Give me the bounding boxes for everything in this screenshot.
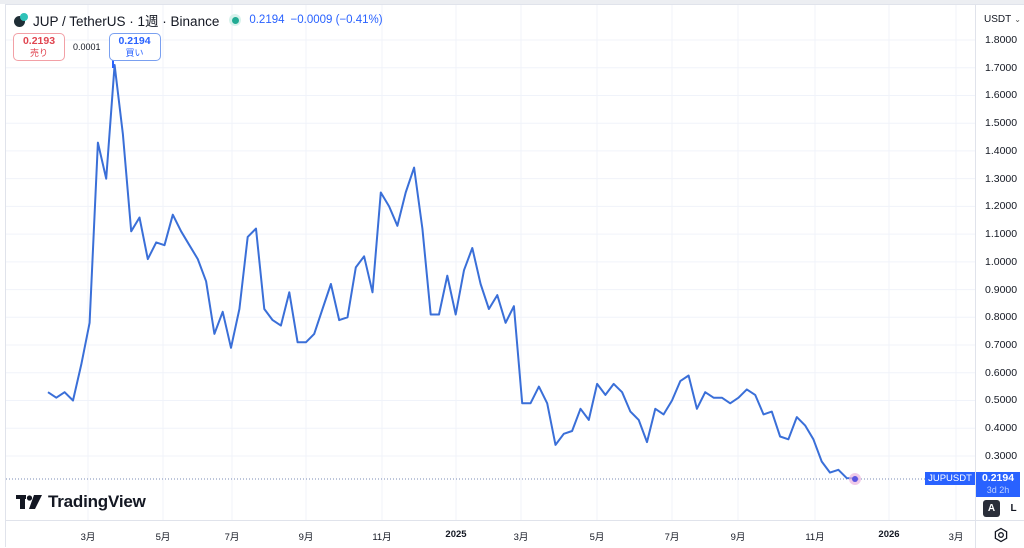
price-tick-label: 1.0000 (985, 255, 1018, 268)
price-tick-label: 0.4000 (985, 422, 1018, 435)
current-price-tag: 0.2194 3d 2h (976, 472, 1020, 497)
price-tick-label: 1.7000 (985, 61, 1018, 74)
sell-price: 0.2193 (22, 35, 56, 47)
time-tick-label: 3月 (948, 532, 964, 543)
spread-value: 0.0001 (73, 42, 101, 52)
price-tick-label: 0.8000 (985, 311, 1018, 324)
sell-label: 売り (29, 48, 48, 58)
time-tick-label: 5月 (589, 532, 605, 543)
price-tick-label: 1.5000 (985, 117, 1018, 130)
price-tick-label: 0.7000 (985, 339, 1018, 352)
currency-label: USDT (984, 14, 1012, 25)
time-tick-label: 9月 (298, 532, 314, 543)
price-tick-label: 0.5000 (985, 394, 1018, 407)
price-tick-label: 1.1000 (985, 228, 1018, 241)
tradingview-logo[interactable]: TradingView (16, 492, 146, 512)
price-chart-plot[interactable] (6, 5, 975, 520)
time-tick-label: 2026 (878, 529, 900, 540)
price-tick-label: 1.2000 (985, 200, 1018, 213)
grid-lines (6, 5, 975, 520)
chart-legend: JUP / TetherUS · 1週 · Binance 0.2194 −0.… (14, 10, 383, 30)
sell-button[interactable]: 0.2193 売り (13, 33, 65, 61)
price-tick-label: 0.3000 (985, 449, 1018, 462)
trade-buttons: 0.2193 売り 0.0001 0.2194 買い (13, 33, 161, 61)
symbol-price-tag: JUPUSDT (925, 472, 975, 485)
time-tick-label: 3月 (513, 532, 529, 543)
gear-icon (994, 527, 1007, 542)
last-point-marker (852, 476, 858, 482)
price-tick-label: 1.8000 (985, 34, 1018, 46)
logo-text: TradingView (48, 492, 146, 511)
market-open-icon (229, 14, 242, 26)
price-tick-label: 1.4000 (985, 144, 1018, 157)
symbol-title[interactable]: JUP / TetherUS · 1週 · Binance (33, 14, 220, 29)
buy-button[interactable]: 0.2194 買い (108, 33, 161, 61)
currency-selector[interactable]: USDT ⌄ (984, 14, 1021, 25)
buy-price: 0.2194 (118, 35, 151, 47)
time-tick-label: 11月 (805, 532, 825, 543)
chart-frame (5, 4, 1024, 547)
price-change: −0.0009 (−0.41%) (290, 14, 383, 26)
price-tick-label: 0.9000 (985, 283, 1018, 296)
tradingview-mark-icon (16, 495, 42, 509)
current-price: 0.2194 (981, 472, 1015, 484)
time-tick-label: 9月 (730, 532, 746, 543)
price-line (47, 64, 856, 480)
jup-logo-icon (14, 13, 28, 27)
settings-button[interactable] (975, 520, 1024, 548)
time-tick-label: 11月 (372, 532, 392, 543)
last-price: 0.2194 (249, 14, 285, 26)
window-top-edge (0, 0, 1024, 4)
time-axis[interactable]: 3月 5月 7月 9月 11月 2025 3月 5月 7月 9月 11月 2026 3月 (6, 520, 975, 548)
bar-countdown: 3d 2h (986, 485, 1010, 495)
price-tick-label: 0.6000 (985, 366, 1018, 379)
price-axis[interactable]: USDT ⌄ 1.8000 1.7000 1.6000 1.5000 1.4000 1.30… (975, 5, 1024, 520)
time-tick-label: 5月 (155, 532, 171, 543)
log-scale-button[interactable]: L (1010, 503, 1017, 514)
price-tick-label: 1.3000 (985, 172, 1018, 185)
time-tick-label: 2025 (445, 529, 467, 540)
chevron-down-icon: ⌄ (1014, 15, 1021, 24)
auto-scale-button[interactable]: A (983, 500, 1000, 517)
buy-label: 買い (125, 48, 144, 58)
price-tick-label: 1.6000 (985, 89, 1018, 102)
time-tick-label: 7月 (224, 532, 240, 543)
time-tick-label: 7月 (664, 532, 680, 543)
time-tick-label: 3月 (80, 532, 96, 543)
